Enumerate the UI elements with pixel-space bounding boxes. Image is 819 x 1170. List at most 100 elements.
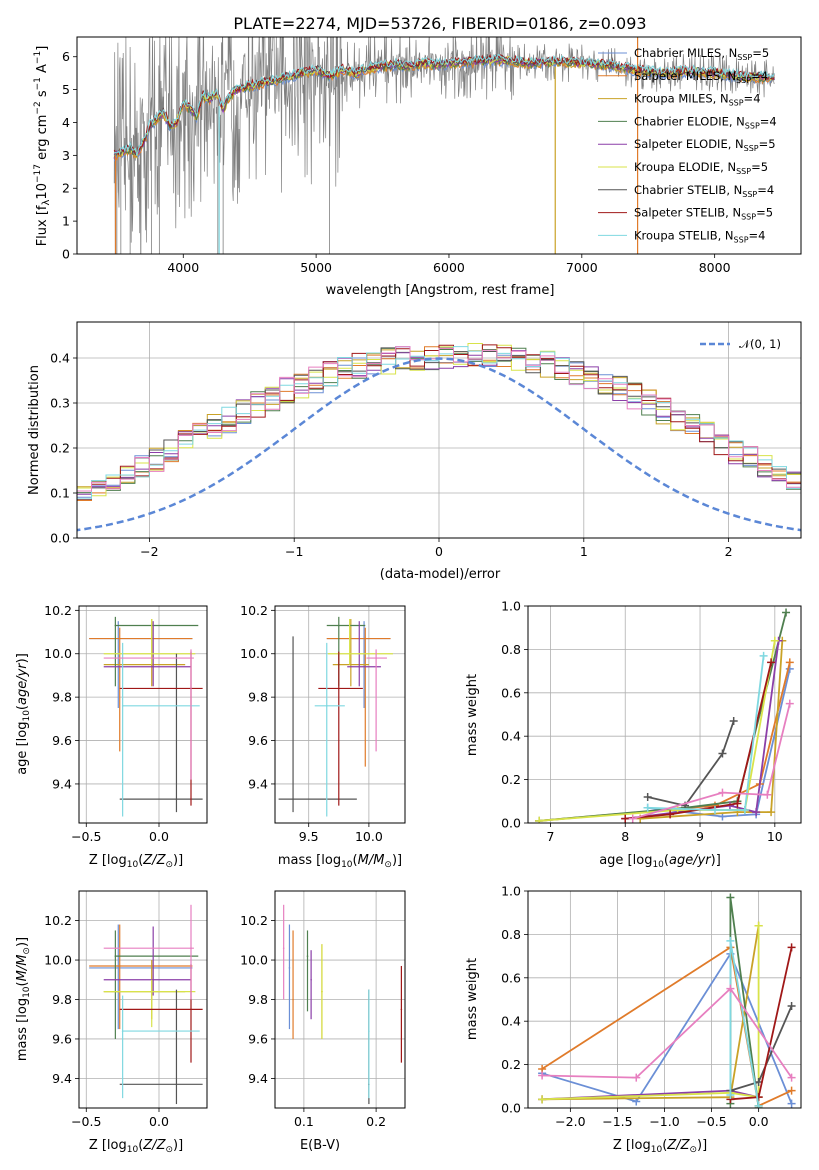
data-point [348,652,351,655]
data-point [400,1008,403,1011]
histogram-y-label: Normed distribution [27,365,42,495]
y-tick-label: 0.0 [501,1101,521,1116]
data-point [288,967,291,969]
x-tick-label: 10.0 [355,829,383,844]
legend-nssp: 5 [768,137,775,151]
spectrum-x-label: wavelength [Angstrom, rest frame] [326,283,555,298]
y-tick-label: 9.6 [248,1031,268,1046]
weight-line [730,1005,793,1092]
legend-name: Kroupa STELIB [634,228,718,242]
data-point [118,637,121,640]
y-tick-label: 9.6 [248,733,268,748]
y-tick-label: 9.8 [248,992,268,1007]
legend-label: Salpeter ELODIE, NSSP=5 [634,137,776,153]
y-tick-label: 10.0 [44,646,72,661]
legend-name: Chabrier MILES [634,46,721,60]
y-tick-label: 10.2 [44,913,72,928]
x-tick-label: 9 [696,829,704,844]
weight-line [647,720,735,807]
data-point [364,637,367,640]
y-tick-label: 0.1 [50,486,70,501]
plus-marker [535,816,544,823]
data-point [121,1030,124,1032]
plus-marker [726,984,735,993]
data-point [175,798,178,800]
age-vs-metallicity-panel: −0.5 0.0 9.4 9.6 9.8 10.0 10.2 [44,603,208,844]
histogram-axes: −2 −1 0 1 2 0.0 0.1 0.2 0.3 0.4 [50,321,802,559]
y-tick-label: 1.0 [501,599,521,614]
y-tick-label: 0.3 [50,396,70,411]
residual-histogram-panel: −2 −1 0 1 2 0.0 0.1 0.2 0.3 0.4 𝒩(0, 1) (data-mod… [27,321,802,582]
y-tick-label: 0.2 [501,772,521,787]
legend-sep: , N [720,69,736,83]
legend-name: Kroupa MILES [634,92,713,106]
data-point [190,657,192,659]
data-point [175,1083,178,1086]
data-point [306,955,309,957]
histogram-kroupa-stelib [77,346,801,500]
gaussian-curve [77,357,801,532]
weight-line [542,925,760,1101]
histogram-kroupa-miles [77,349,801,500]
data-point [325,705,328,707]
plus-marker [782,608,791,617]
plus-marker [643,792,652,801]
plus-marker [733,799,742,808]
x-tick-label: 1 [580,544,588,559]
histogram-chabrier-stelib [77,347,801,500]
legend-sub: SSP [741,213,756,222]
y-tick-label: 9.8 [52,690,72,705]
gaussian-legend-label: 𝒩(0, 1) [739,337,781,351]
legend-nssp: 5 [762,46,769,60]
model-spectrum-kroupa-stelib [113,53,775,157]
data-point [310,978,312,981]
legend-sep: , N [720,160,736,174]
x-tick-label: −2 [140,544,158,559]
legend-sep: , N [726,183,742,197]
histogram-salpeter-elodie [77,350,801,500]
plus-marker [726,893,735,902]
x-tick-label: −2.0 [555,1114,585,1129]
data-point [292,998,294,1001]
weight-vs-age-panel: 7 8 9 10 0.0 0.2 0.4 0.6 0.8 1.0 [501,599,802,844]
y-tick-label: 9.4 [248,1071,268,1086]
legend-nssp: 4 [767,183,774,197]
y-tick-label: 10.2 [240,913,268,928]
plus-marker [752,808,761,817]
axes-frame [76,36,802,255]
legend-name: Salpeter ELODIE [634,137,728,151]
x-tick-label: 4000 [167,260,199,275]
data-point [368,1030,370,1032]
plus-marker [726,1090,735,1099]
legend-eq: = [759,137,769,151]
x-tick-label: −1 [285,544,303,559]
legend-sep: , N [713,92,729,106]
plus-marker [787,1002,796,1011]
weight-line [632,703,791,820]
legend-nssp: 4 [753,92,760,106]
y-tick-label: 0.6 [501,970,521,985]
y-tick-label: 2 [62,181,70,196]
legend-sub: SSP [744,144,759,153]
legend-sep: , N [721,46,737,60]
age-vs-mass-panel: 9.5 10.0 9.4 9.6 9.8 10.0 10.2 [240,603,406,844]
axes-frame [78,605,208,824]
mZ-y-label: mass [log10(M/M⊙)] [15,937,32,1061]
spectrum-data-lines [113,37,775,254]
legend-eq: = [760,114,770,128]
legend-sub: SSP [734,235,749,244]
x-tick-label: 0.1 [294,1114,314,1129]
y-tick-label: 0.8 [501,642,521,657]
legend-name: Chabrier ELODIE [634,114,729,128]
legend-sub: SSP [736,76,751,85]
legend-label: Chabrier ELODIE, NSSP=4 [634,114,777,130]
histogram-chabrier-miles [77,346,801,498]
weight-vs-metallicity-panel: −2.0 −1.5 −1.0 −0.5 0.0 0.0 0.2 0.4 0.6 0.8 1.0 [501,884,802,1129]
y-tick-label: 10.0 [240,646,268,661]
x-tick-label: 2 [725,544,733,559]
legend-sep: , N [728,137,744,151]
observed-spectrum [113,37,775,254]
legend-sep: , N [725,206,741,220]
